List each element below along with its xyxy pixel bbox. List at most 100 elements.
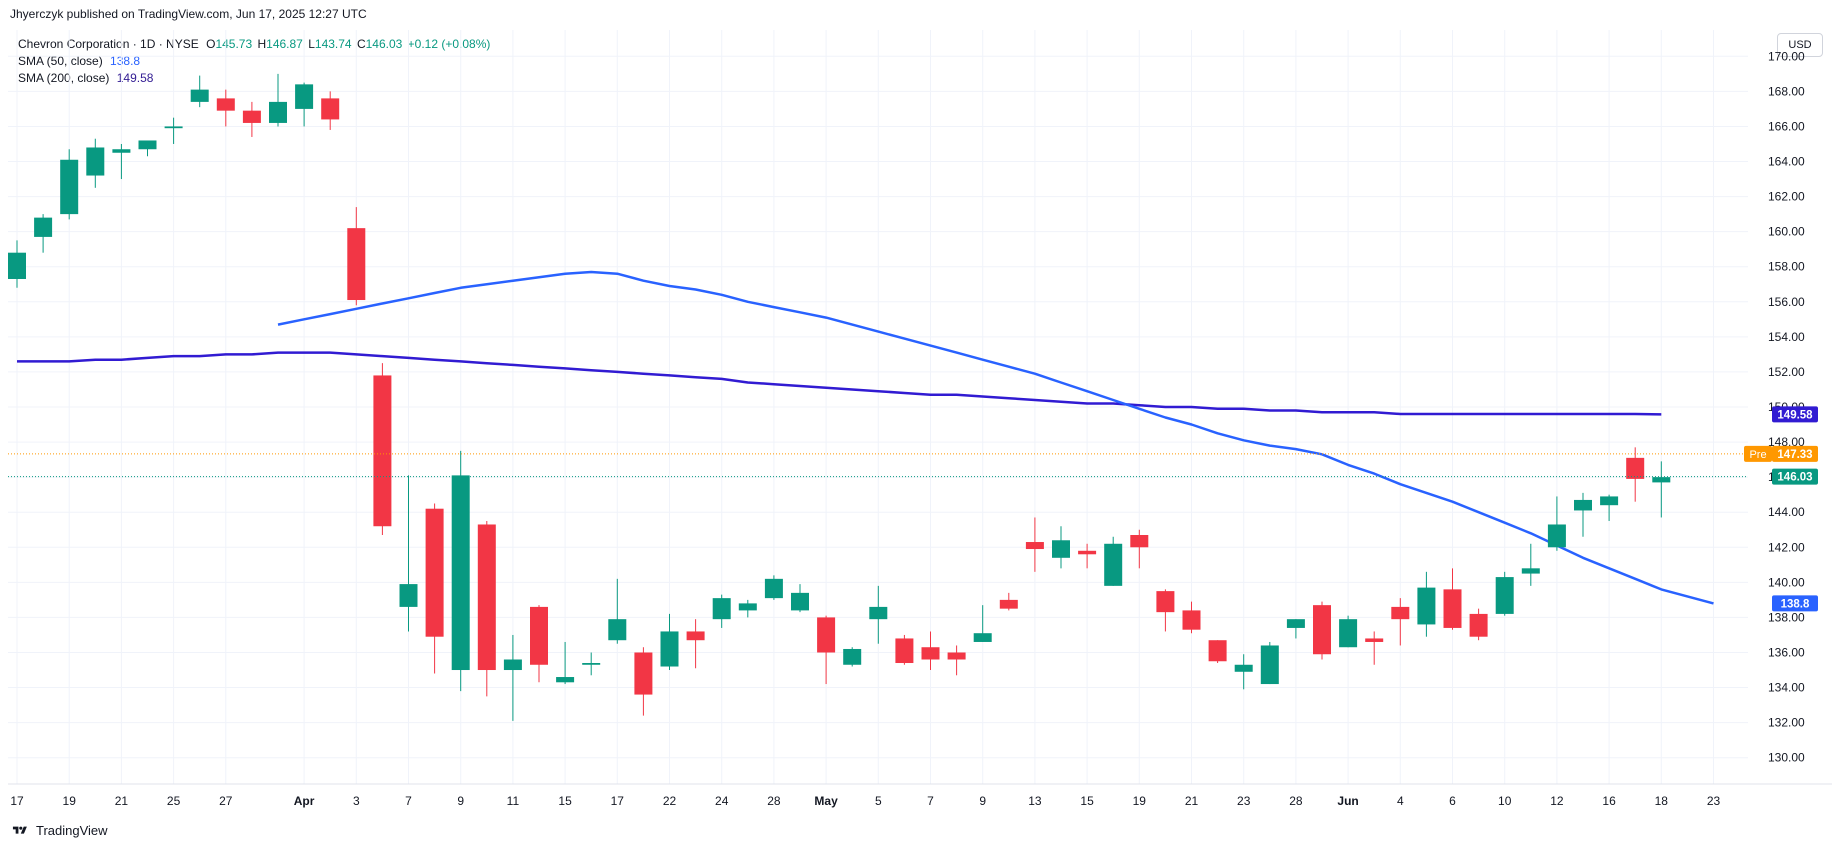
x-tick-label: 15: [558, 794, 572, 808]
candle-body: [373, 375, 392, 527]
candle: [738, 599, 757, 618]
x-tick-label: 11: [507, 794, 520, 808]
tradingview-logo[interactable]: TradingView: [10, 823, 108, 838]
sma200-legend-value: 149.58: [116, 71, 154, 85]
sma200-legend-row[interactable]: SMA (200, close) 149.58: [18, 70, 490, 87]
y-tick-label: 130.00: [1768, 751, 1805, 765]
candle-body: [295, 84, 314, 109]
candle: [817, 615, 836, 685]
candle: [216, 89, 235, 127]
y-tick-label: 154.00: [1768, 330, 1805, 344]
close-value: 146.03: [365, 37, 403, 51]
y-tick-label: 138.00: [1768, 610, 1805, 624]
candle-body: [1260, 645, 1279, 685]
candle: [947, 645, 966, 676]
candle-body: [1078, 550, 1097, 555]
candle: [1339, 615, 1358, 648]
candle-body: [1130, 535, 1149, 548]
candle: [1156, 589, 1175, 632]
x-tick-label: 28: [767, 794, 781, 808]
candle: [1260, 641, 1279, 685]
x-tick-label: 23: [1237, 794, 1251, 808]
candle: [1208, 640, 1227, 664]
candle: [269, 73, 287, 127]
candle-body: [1547, 524, 1566, 548]
y-tick-label: 152.00: [1768, 365, 1805, 379]
candle: [712, 594, 731, 628]
ohlc-row[interactable]: Chevron Corporation · 1D · NYSE O145.73 …: [18, 36, 490, 53]
y-tick-label: 164.00: [1768, 155, 1805, 169]
candle-body: [634, 652, 653, 695]
candle: [1652, 461, 1671, 518]
candle: [1286, 619, 1305, 639]
candle: [1574, 492, 1592, 537]
sma200-price-badge-text: 149.58: [1777, 409, 1813, 421]
y-tick-label: 162.00: [1768, 190, 1805, 204]
candle-body: [1417, 587, 1436, 625]
publisher-line: Jhyerczyk published on TradingView.com, …: [10, 7, 367, 21]
candle-body: [477, 524, 496, 671]
candle: [503, 634, 522, 721]
y-tick-label: 156.00: [1768, 295, 1805, 309]
change-value: +0.12 (+0.08%): [407, 37, 491, 51]
candle: [138, 140, 157, 157]
sma50-price-badge: [1772, 595, 1818, 612]
x-tick-label: 9: [979, 794, 986, 808]
candle-body: [1365, 638, 1384, 642]
x-tick-label: 19: [1133, 794, 1147, 808]
currency-button[interactable]: USD: [1777, 33, 1823, 57]
candle: [1495, 571, 1514, 616]
sma50-legend-row[interactable]: SMA (50, close) 138.8: [18, 53, 490, 70]
candle: [373, 363, 392, 536]
low-label: L: [308, 37, 315, 51]
candle: [530, 605, 548, 683]
candle-body: [608, 619, 627, 641]
candle: [660, 613, 679, 671]
candle: [1130, 529, 1149, 569]
candle-body: [1339, 619, 1358, 648]
candle: [1234, 654, 1253, 690]
candle: [869, 585, 888, 644]
y-tick-label: 140.00: [1768, 575, 1805, 589]
y-tick-label: 160.00: [1768, 225, 1805, 239]
price-lines: [8, 453, 1748, 478]
sma200-line: [17, 351, 1662, 416]
open-value: 145.73: [215, 37, 253, 51]
x-tick-label: 16: [1602, 794, 1616, 808]
candle-body: [164, 126, 183, 129]
x-tick-label: 19: [63, 794, 77, 808]
open-label: O: [206, 37, 216, 51]
candle-body: [347, 228, 366, 301]
candle-body: [843, 648, 862, 665]
candle-body: [399, 584, 418, 607]
price-badges: 149.58 Pre 147.33 146.03 138.8: [1744, 406, 1818, 612]
candle-body: [321, 98, 340, 120]
candle: [1417, 571, 1436, 637]
x-tick-label: 17: [10, 794, 24, 808]
candle-body: [269, 101, 287, 123]
x-tick-label: 3: [353, 794, 360, 808]
pre-label-bg: [1744, 445, 1772, 462]
candle-body: [425, 508, 444, 637]
x-tick-label: 6: [1449, 794, 1456, 808]
chart-grid: [8, 30, 1832, 785]
candle: [1469, 608, 1488, 641]
candle: [1626, 447, 1645, 502]
y-tick-label: 132.00: [1768, 716, 1805, 730]
candle: [999, 592, 1018, 611]
candle-body: [1104, 543, 1123, 586]
candle: [1521, 543, 1540, 586]
candle: [112, 143, 131, 180]
candle: [686, 619, 705, 669]
candle-body: [530, 606, 548, 665]
candle: [321, 91, 340, 130]
sma200-layer: [17, 351, 1662, 416]
candle-body: [190, 89, 209, 102]
candle: [242, 101, 261, 137]
candle: [8, 240, 26, 288]
candle: [921, 631, 940, 671]
candle: [764, 575, 783, 600]
candle: [1182, 601, 1201, 634]
y-tick-label: 158.00: [1768, 260, 1805, 274]
